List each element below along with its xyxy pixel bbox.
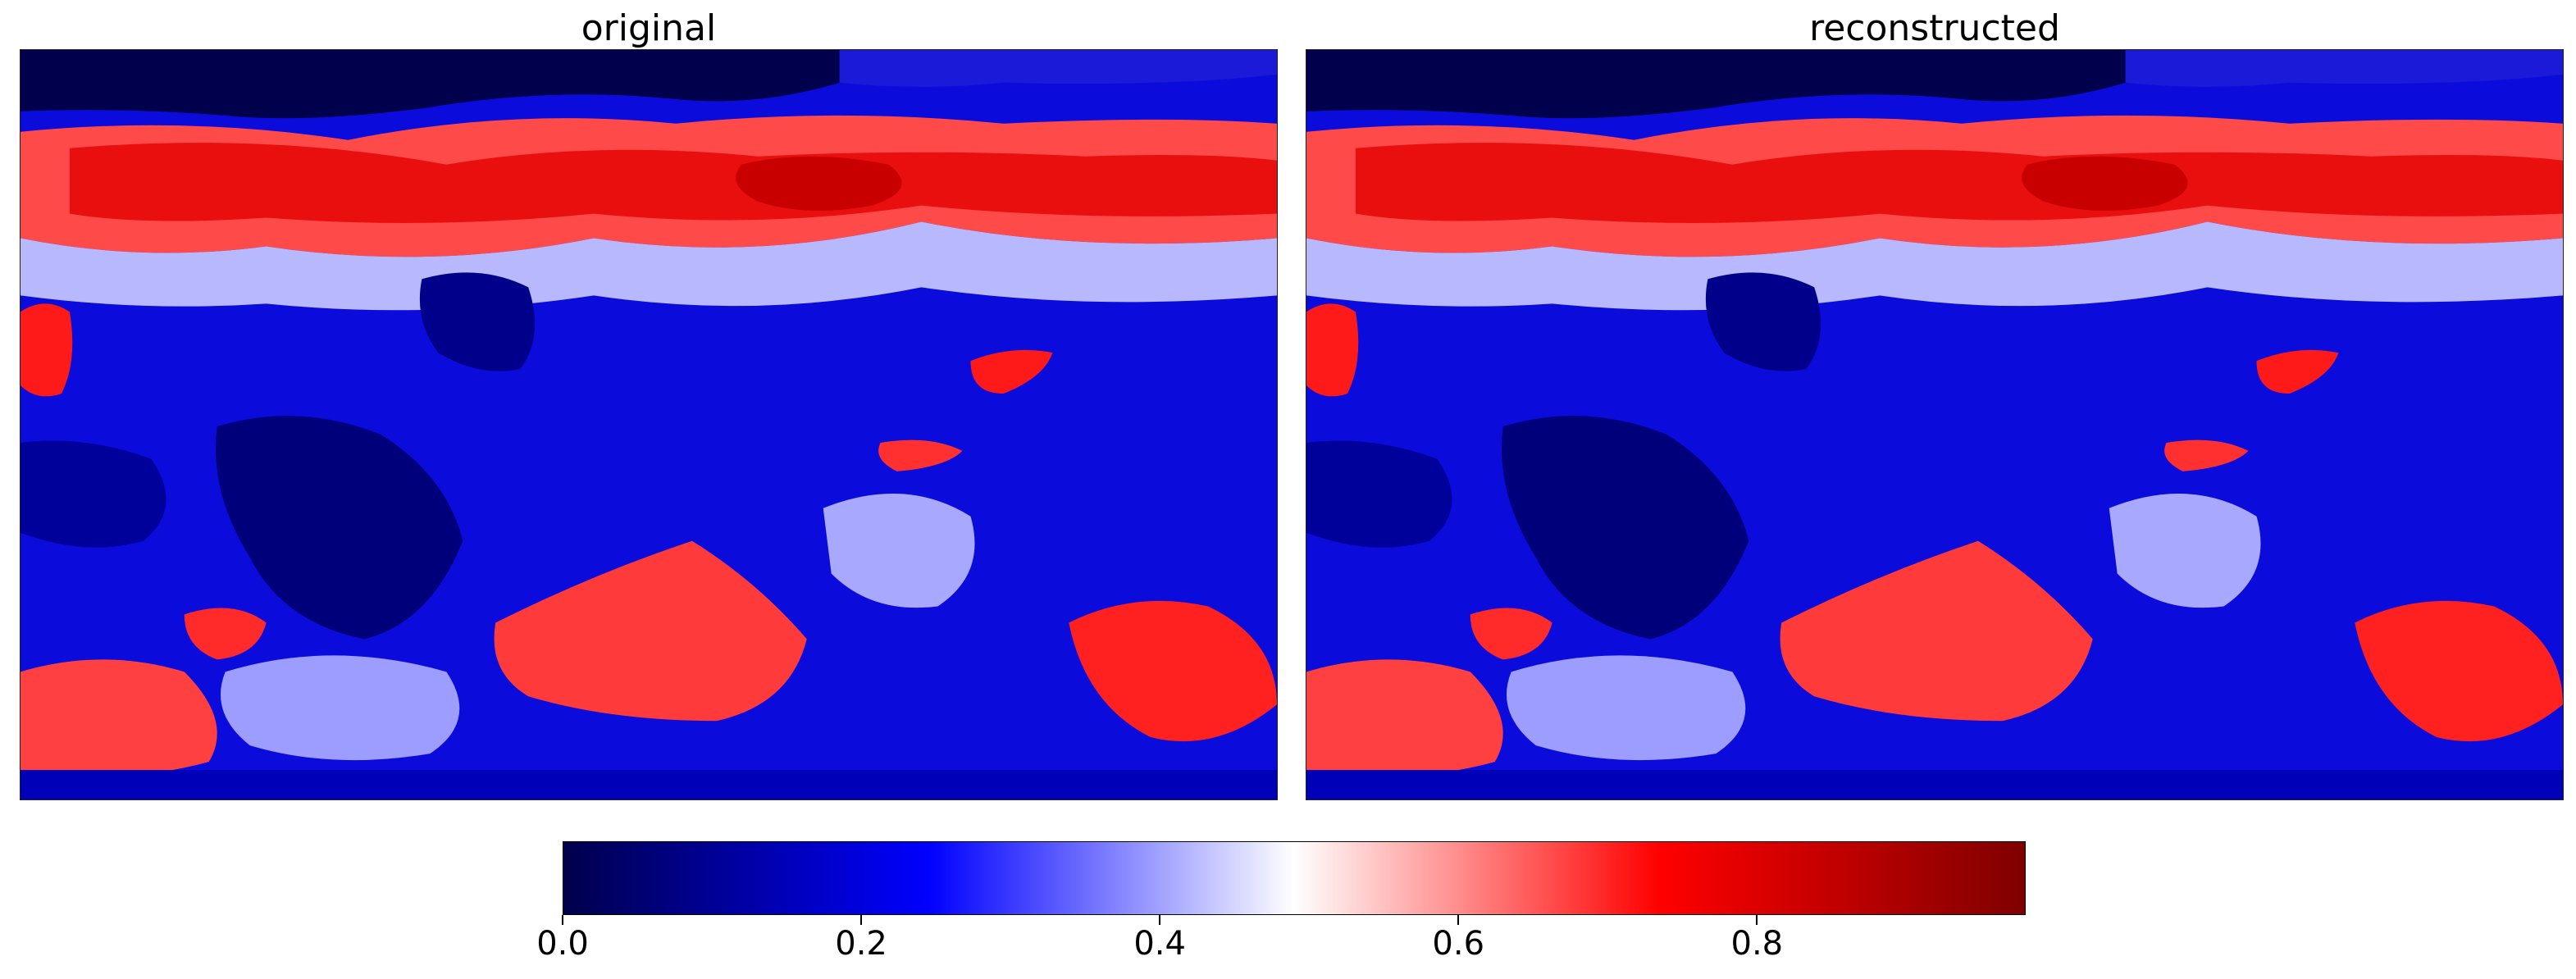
panel-title-reconstructed: reconstructed (1809, 7, 2060, 49)
heatmap-region (1506, 655, 1746, 761)
heatmap-region (419, 272, 536, 371)
heatmap-region (69, 143, 1277, 223)
heatmap-region (1780, 540, 2093, 722)
heatmap-region (21, 50, 840, 119)
heatmap-region (2164, 439, 2249, 471)
heatmap-region (736, 156, 902, 211)
heatmap-region (220, 655, 460, 761)
colorbar-tick-label: 0.0 (536, 925, 589, 963)
heatmap-region (839, 50, 1277, 87)
panel-title-original: original (581, 7, 717, 49)
colorbar-tick-label: 0.6 (1432, 925, 1485, 963)
colorbar-tick-mark (1756, 915, 1758, 925)
heatmap-region (184, 608, 267, 660)
colorbar-tick-label: 0.8 (1730, 925, 1784, 963)
heatmap-field (1306, 50, 2563, 799)
colorbar-tick-mark (1159, 915, 1161, 925)
heatmap-region (1306, 221, 2563, 311)
heatmap-region (21, 303, 73, 397)
colorbar-tick-mark (860, 915, 863, 925)
heatmap-region (1306, 659, 1503, 777)
heatmap-region (2256, 349, 2339, 394)
heatmap-region (1306, 770, 2563, 799)
heatmap-region (216, 416, 463, 640)
heatmap-region (1502, 416, 1749, 640)
heatmap-region (878, 439, 963, 471)
heatmap-field (21, 50, 1277, 799)
heatmap-reconstructed (1306, 49, 2564, 800)
heatmap-region (2355, 600, 2563, 742)
heatmap-region (823, 494, 975, 608)
heatmap-region (2125, 50, 2563, 87)
heatmap-region (1069, 600, 1277, 742)
heatmap-region (1470, 608, 1552, 660)
heatmap-region (494, 540, 807, 722)
heatmap-region (21, 221, 1277, 311)
heatmap-region (2109, 494, 2261, 608)
heatmap-region (21, 659, 217, 777)
heatmap-region (2022, 156, 2188, 211)
heatmap-region (21, 440, 166, 548)
colorbar-tick-label: 0.2 (835, 925, 887, 963)
heatmap-region (1306, 303, 1359, 397)
colorbar-tick-mark (562, 915, 563, 925)
colorbar (563, 841, 2026, 915)
colorbar-tick-mark (1457, 915, 1460, 925)
heatmap-region (970, 349, 1053, 394)
heatmap-region (1306, 50, 2126, 119)
colorbar-tick-label: 0.4 (1133, 925, 1186, 963)
heatmap-region (21, 770, 1277, 799)
colorbar-ticks: 0.0 0.2 0.4 0.6 0.8 (536, 915, 2026, 979)
heatmap-region (1355, 143, 2563, 223)
heatmap-region (1306, 440, 1452, 548)
heatmap-region (1705, 272, 1821, 371)
heatmap-original (20, 49, 1278, 800)
